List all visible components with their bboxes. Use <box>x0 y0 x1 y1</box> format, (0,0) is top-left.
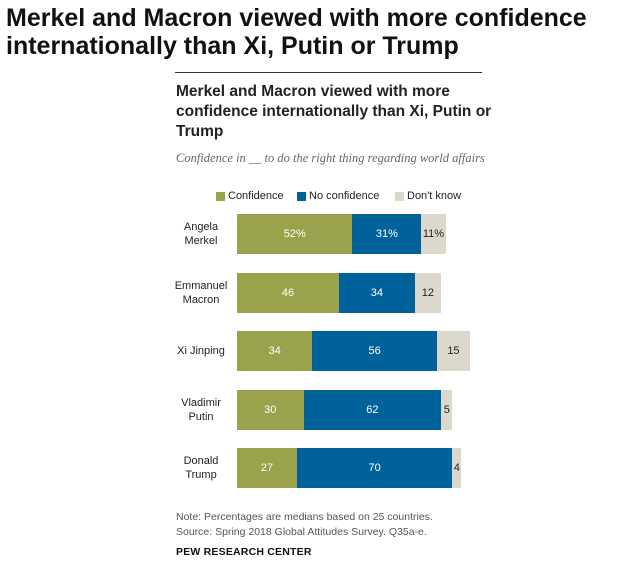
bar-segment-confidence <box>237 273 340 313</box>
data-label-no-confidence: 34 <box>370 287 383 299</box>
bar-segment-no-confidence <box>312 331 437 371</box>
data-label-dont-know: 5 <box>443 404 450 416</box>
chart-title: Merkel and Macron viewed with more confi… <box>176 83 492 140</box>
data-label-dont-know: 11% <box>422 228 445 240</box>
bar-segment-confidence <box>237 448 297 488</box>
data-label-dont-know: 12 <box>421 287 435 299</box>
brand-logo-text: PEW RESEARCH CENTER <box>176 546 312 558</box>
data-label-confidence: 27 <box>260 462 274 474</box>
legend-item-dont-know: Don't know <box>395 190 461 202</box>
bar-segment-no-confidence <box>296 448 453 488</box>
bar-segment-no-confidence <box>339 273 415 313</box>
bar-segment-no-confidence <box>352 214 422 254</box>
legend-item-confidence: Confidence <box>216 190 284 202</box>
category-label-line: Emmanuel <box>174 280 228 292</box>
bar-segment-dont-know <box>441 390 453 430</box>
data-label-confidence: 34 <box>268 345 281 357</box>
category-label-line: Donald <box>183 455 219 467</box>
category-label-line: Merkel <box>184 235 218 247</box>
category-label: Emmanuel Macron <box>166 279 236 307</box>
data-label-no-confidence: 62 <box>366 404 379 416</box>
chart-source: Source: Spring 2018 Global Attitudes Sur… <box>176 526 427 538</box>
legend-swatch-dont-know <box>395 191 404 201</box>
category-label-line: Putin <box>188 411 214 423</box>
title-divider <box>175 72 482 73</box>
category-label: Angela Merkel <box>166 220 236 248</box>
bar-segment-dont-know <box>436 331 471 371</box>
data-label-confidence: 30 <box>264 404 277 416</box>
data-label-dont-know: 4 <box>453 462 460 474</box>
legend-item-no-confidence: No confidence <box>297 190 379 202</box>
legend-label-confidence: Confidence <box>228 190 284 202</box>
data-label-confidence: 46 <box>281 287 295 299</box>
category-label-line: Trump <box>185 469 217 481</box>
category-label-line: Vladimir <box>181 397 221 409</box>
page-title: Merkel and Macron viewed with more confi… <box>6 4 587 60</box>
data-label-no-confidence: 56 <box>368 345 381 357</box>
legend-swatch-no-confidence <box>297 191 306 201</box>
category-label-line: Macron <box>182 294 220 306</box>
bar-segment-dont-know <box>452 448 462 488</box>
data-label-confidence: 52% <box>283 228 306 240</box>
bar-segment-dont-know <box>414 273 442 313</box>
data-label-dont-know: 15 <box>447 345 460 357</box>
bar-segment-dont-know <box>421 214 446 254</box>
bar-segment-confidence <box>237 390 304 430</box>
data-label-no-confidence: 31% <box>375 228 398 240</box>
category-label: Vladimir Putin <box>166 396 236 424</box>
bar-segment-no-confidence <box>303 390 442 430</box>
chart-legend: Confidence No confidence Don't know <box>0 190 633 206</box>
category-label-line: Angela <box>183 221 219 233</box>
bar-segment-confidence <box>237 331 313 371</box>
category-label-line: Xi Jinping <box>177 345 225 357</box>
legend-label-dont-know: Don't know <box>407 190 462 202</box>
legend-swatch-confidence <box>216 191 225 201</box>
chart-note: Note: Percentages are medians based on 2… <box>176 511 433 523</box>
data-label-no-confidence: 70 <box>368 462 381 474</box>
legend-label-no-confidence: No confidence <box>309 190 380 202</box>
category-label: Xi Jinping <box>166 344 236 358</box>
category-label: Donald Trump <box>166 454 236 482</box>
chart-subtitle: Confidence in __ to do the right thing r… <box>176 151 485 165</box>
bar-segment-confidence <box>237 214 353 254</box>
